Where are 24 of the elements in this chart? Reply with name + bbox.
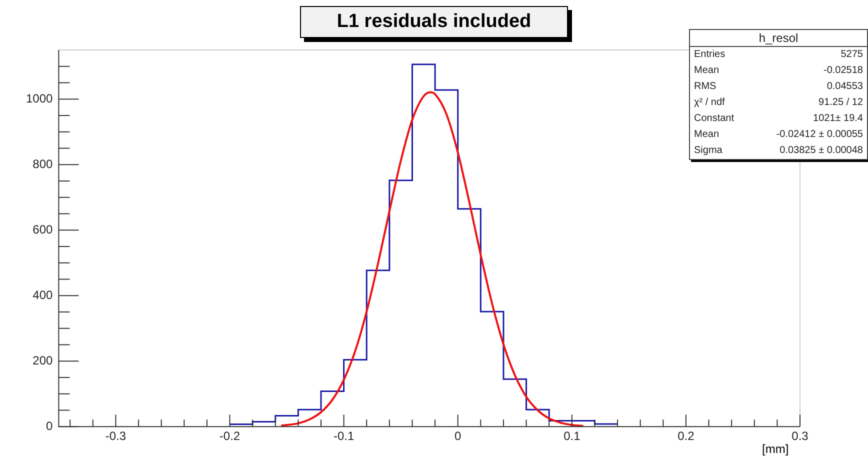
x-tick-label: -0.2 bbox=[219, 429, 240, 444]
text: Mean -0.02518 bbox=[694, 65, 863, 76]
x-tick-label: 0 bbox=[454, 429, 462, 444]
y-tick-label: 800 bbox=[32, 156, 54, 171]
x-tick-label: -0.3 bbox=[105, 429, 126, 444]
text: χ² / ndf 91.25 / 12 bbox=[694, 97, 863, 108]
text: Entries 5275 bbox=[694, 49, 863, 60]
y-tick-label: 200 bbox=[32, 353, 54, 368]
x-tick-label: 0.3 bbox=[792, 429, 809, 444]
x-tick-label: 0.1 bbox=[564, 429, 581, 444]
x-tick-label: -0.1 bbox=[333, 429, 354, 444]
y-tick-label: 0 bbox=[46, 418, 54, 433]
y-tick-label: 600 bbox=[32, 222, 54, 236]
x-axis-title: [mm] bbox=[762, 442, 789, 456]
text: RMS 0.04553 bbox=[694, 81, 863, 92]
line-series bbox=[280, 91, 584, 427]
text: Sigma 0.03825 ± 0.00048 bbox=[694, 145, 863, 156]
text: Mean -0.02412 ± 0.00055 bbox=[694, 129, 863, 140]
chart-title: L1 residuals included bbox=[300, 6, 568, 38]
text: h_resol bbox=[690, 30, 867, 47]
x-tick-label: 0.2 bbox=[678, 429, 695, 444]
text: Constant 1021± 19.4 bbox=[694, 113, 863, 124]
y-tick-label: 1000 bbox=[26, 91, 54, 106]
y-tick-label: 400 bbox=[32, 288, 54, 302]
